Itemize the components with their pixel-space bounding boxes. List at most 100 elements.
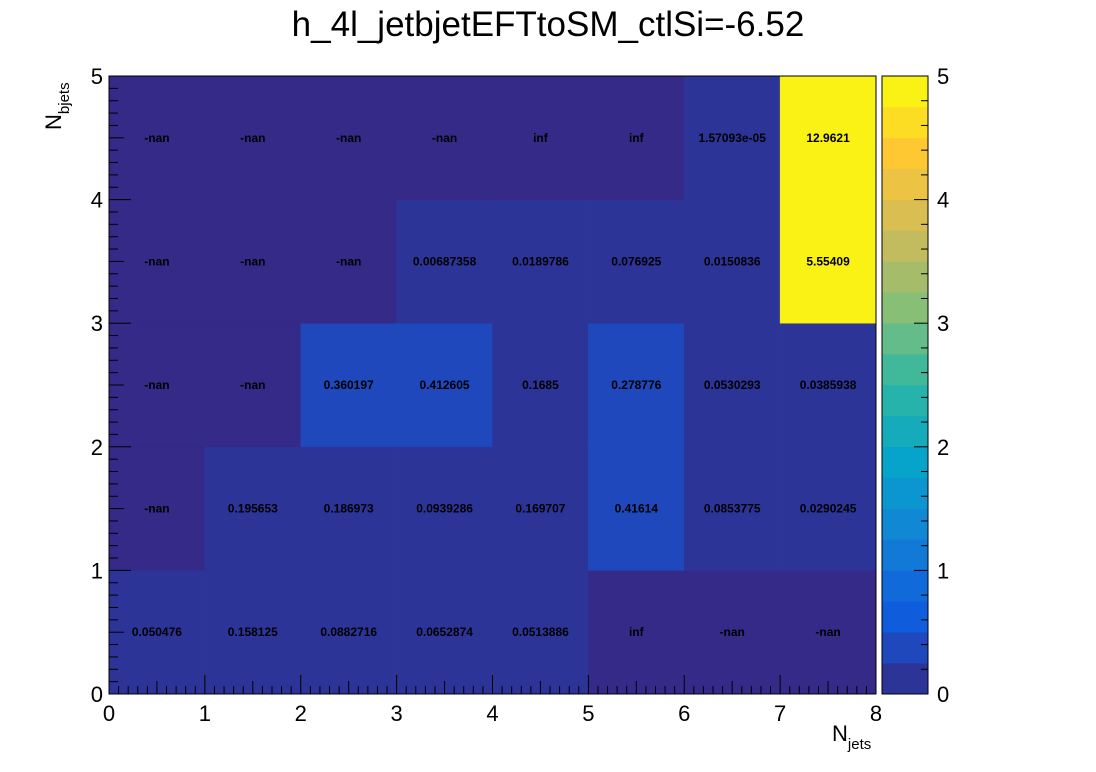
color-scale-segment	[881, 230, 929, 262]
chart-title: h_4l_jetbjetEFTtoSM_ctlSi=-6.52	[292, 5, 805, 44]
z-tick-label: 0	[937, 682, 949, 707]
heatmap-cell	[492, 570, 589, 695]
color-scale-segment	[881, 662, 929, 695]
y-tick-label: 4	[91, 188, 103, 213]
cell-value-label: 1.57093e-05	[698, 131, 766, 145]
z-tick-label: 4	[937, 188, 949, 213]
x-axis: 0 1 2 3 4 5 6 7 8	[103, 675, 882, 726]
cell-value-label: -nan	[240, 254, 265, 268]
cell-value-label: 0.360197	[324, 378, 374, 392]
y-tick-label: 5	[91, 64, 103, 89]
cell-value-label: 0.0189786	[512, 254, 569, 268]
heatmap-cell	[684, 570, 781, 695]
heatmap-cell	[588, 570, 685, 695]
color-scale-segment	[881, 137, 929, 169]
y-tick-label: 1	[91, 558, 103, 583]
z-tick-label: 3	[937, 311, 949, 336]
cells-group	[108, 75, 877, 695]
cell-value-label: -nan	[720, 625, 745, 639]
cell-value-label: 0.412605	[420, 378, 470, 392]
color-scale-segment	[881, 292, 929, 324]
heatmap-cell	[492, 75, 589, 200]
color-scale-segment	[881, 353, 929, 386]
color-scale-segment	[881, 477, 929, 509]
heatmap-cell	[300, 322, 397, 448]
heatmap-cell	[108, 199, 206, 324]
color-scale-segment	[881, 415, 929, 448]
color-scale-segment	[881, 75, 929, 108]
color-scale-segment	[881, 508, 929, 540]
cell-value-label: 0.0939286	[416, 502, 473, 516]
x-tick-label: 3	[391, 701, 403, 726]
cell-value-label: -nan	[144, 502, 169, 516]
cell-value-label: 0.41614	[615, 502, 659, 516]
cell-value-label: 0.0385938	[800, 378, 857, 392]
cell-value-label: 0.195653	[228, 502, 278, 516]
y-axis-title: Nbjets	[41, 82, 73, 130]
color-scale-segment	[881, 631, 929, 664]
heatmap-cell	[108, 570, 206, 695]
heatmap-cell	[684, 446, 781, 571]
color-scale-segment	[881, 446, 929, 478]
color-scale-frame	[881, 75, 929, 695]
color-scale-segment	[881, 168, 929, 200]
cell-value-label: 0.0882716	[320, 625, 377, 639]
x-tick-label: 1	[199, 701, 211, 726]
heatmap-cell	[204, 199, 301, 324]
heatmap-cell	[588, 75, 685, 200]
x-axis-title: Njets	[832, 721, 871, 753]
cell-value-label: 0.00687358	[413, 254, 477, 268]
y-axis: 0 1 2 3 4 5	[91, 64, 131, 707]
heatmap-cell	[779, 75, 877, 200]
color-scale-segment	[881, 570, 929, 602]
y-tick-label: 2	[91, 435, 103, 460]
cell-value-label: -nan	[144, 254, 169, 268]
cell-value-label: 0.0513886	[512, 625, 569, 639]
heatmap-cell	[492, 446, 589, 571]
x-tick-label: 4	[486, 701, 498, 726]
cell-value-label: inf	[533, 131, 549, 145]
y-axis-title-main: N	[41, 114, 66, 130]
cell-value-label: 0.186973	[324, 502, 374, 516]
cell-value-label: 0.278776	[611, 378, 661, 392]
z-axis: 0 1 2 3 4 5	[914, 64, 949, 707]
z-tick-label: 5	[937, 64, 949, 89]
heatmap-cell	[204, 75, 301, 200]
cell-value-label: 5.55409	[806, 254, 850, 268]
cell-value-label: -nan	[144, 131, 169, 145]
heatmap-cell	[204, 322, 301, 448]
cell-labels-group: 0.050476 0.158125 0.0882716 0.0652874 0.0513…	[132, 131, 857, 639]
heatmap-cell	[300, 199, 397, 324]
color-scale-segment	[881, 106, 929, 139]
heatmap-cell	[492, 199, 589, 324]
cell-value-label: -nan	[336, 131, 361, 145]
heatmap-cell	[108, 322, 206, 448]
y-tick-label: 3	[91, 311, 103, 336]
x-tick-label: 6	[678, 701, 690, 726]
cell-value-label: inf	[629, 625, 645, 639]
cell-value-label: 0.050476	[132, 625, 182, 639]
x-tick-label: 5	[582, 701, 594, 726]
x-axis-title-main: N	[832, 721, 848, 746]
z-tick-label: 2	[937, 435, 949, 460]
cell-value-label: 0.076925	[611, 254, 661, 268]
heatmap-cell	[396, 446, 493, 571]
heatmap-cell	[204, 446, 301, 571]
cell-value-label: 0.0853775	[704, 502, 761, 516]
cell-value-label: 12.9621	[806, 131, 850, 145]
color-scale-segment	[881, 384, 929, 417]
y-axis-title-sub: bjets	[56, 82, 73, 114]
cell-value-label: 0.169707	[515, 502, 565, 516]
heatmap-cell	[684, 75, 781, 200]
cell-value-label: 0.0290245	[800, 502, 857, 516]
cell-value-label: -nan	[144, 378, 169, 392]
heatmap-cell	[684, 322, 781, 448]
y-tick-label: 0	[91, 682, 103, 707]
heatmap-cell	[492, 322, 589, 448]
cell-value-label: inf	[629, 131, 645, 145]
cell-value-label: 0.158125	[228, 625, 278, 639]
color-scale-bar	[881, 75, 929, 695]
heatmap-cell	[396, 75, 493, 200]
heatmap-cell	[300, 75, 397, 200]
